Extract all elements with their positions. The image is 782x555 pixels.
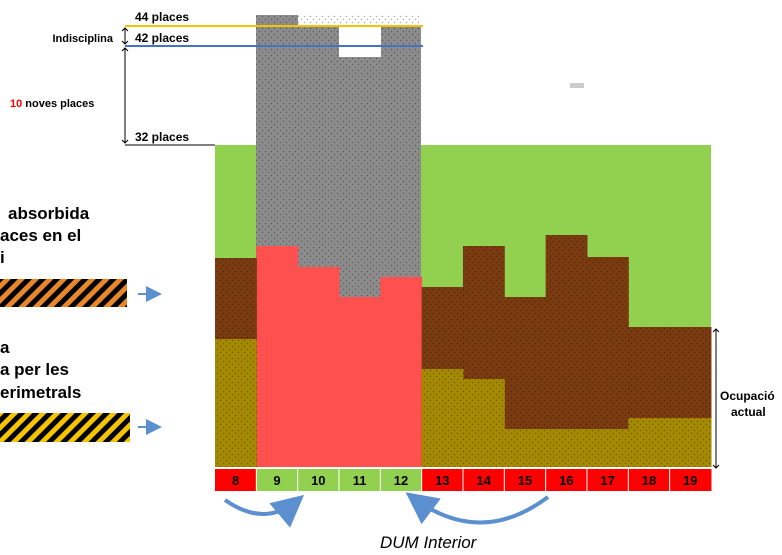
empty-notch	[339, 27, 381, 57]
hour-cell	[421, 469, 464, 491]
ocupacio-label-1: Ocupació	[720, 389, 775, 403]
hour-cell	[297, 469, 340, 491]
label-44-places: 44 places	[135, 10, 189, 24]
curved-arrow-8-to-10	[223, 494, 305, 528]
hour-label: 15	[518, 473, 532, 488]
label-noves-places: 10 noves places	[10, 98, 94, 110]
orange-stripe-swatch	[0, 279, 127, 307]
label-32-places: 32 places	[135, 130, 189, 144]
left-text-line-3: i	[0, 248, 5, 267]
hour-cell	[669, 469, 712, 491]
left-text-line-6: erimetrals	[0, 383, 81, 402]
label-indisciplina: Indisciplina	[52, 33, 113, 45]
dot-texture	[421, 287, 464, 467]
hour-cell	[380, 469, 423, 491]
ocupacio-bracket	[712, 328, 720, 469]
salmon-bar	[338, 297, 381, 467]
hour-label: 16	[559, 473, 573, 488]
hour-cell	[586, 469, 629, 491]
dot-texture	[628, 327, 671, 467]
hour-label: 18	[642, 473, 656, 488]
hour-cell	[338, 469, 381, 491]
hour-label: 14	[476, 473, 491, 488]
salmon-occupancy-bars	[256, 246, 423, 467]
dot-texture-overlay	[215, 235, 712, 467]
hour-label: 17	[600, 473, 614, 488]
salmon-bar	[256, 246, 299, 467]
left-text-line-4: a	[0, 338, 10, 357]
dot-texture	[586, 257, 629, 467]
hour-label: 8	[232, 473, 239, 488]
hour-cell	[504, 469, 547, 491]
hour-label: 10	[311, 473, 325, 488]
hour-label: 9	[273, 473, 280, 488]
left-text-line-1: absorbida	[8, 204, 90, 223]
hour-cell	[545, 469, 588, 491]
ocupacio-label-2: actual	[731, 405, 766, 419]
left-text-line-5: a per les	[0, 360, 69, 379]
hour-cell	[215, 469, 257, 491]
yellow-stripe-swatch	[0, 413, 130, 442]
hour-strip: 8 9 10 11 12 13 14 15 16 17 18 19	[215, 469, 712, 491]
curved-arrow-16-to-12	[405, 492, 550, 525]
dot-texture	[669, 327, 712, 467]
dot-texture	[462, 246, 505, 467]
dot-texture	[215, 258, 257, 467]
dum-interior-label: DUM Interior	[380, 533, 478, 552]
left-text-line-2: aces en el	[0, 226, 81, 245]
hour-cell	[462, 469, 505, 491]
small-gray-mark	[570, 83, 584, 88]
dot-texture	[504, 297, 547, 467]
hour-label: 19	[683, 473, 697, 488]
salmon-bar	[380, 277, 423, 467]
hour-cell	[628, 469, 671, 491]
dot-texture	[545, 235, 588, 467]
salmon-bar	[297, 267, 340, 467]
hour-label: 12	[394, 473, 408, 488]
hour-cell	[256, 469, 299, 491]
hour-label: 11	[353, 473, 367, 488]
scale-brackets	[121, 27, 129, 144]
hour-label: 13	[435, 473, 449, 488]
label-42-places: 42 places	[135, 31, 189, 45]
